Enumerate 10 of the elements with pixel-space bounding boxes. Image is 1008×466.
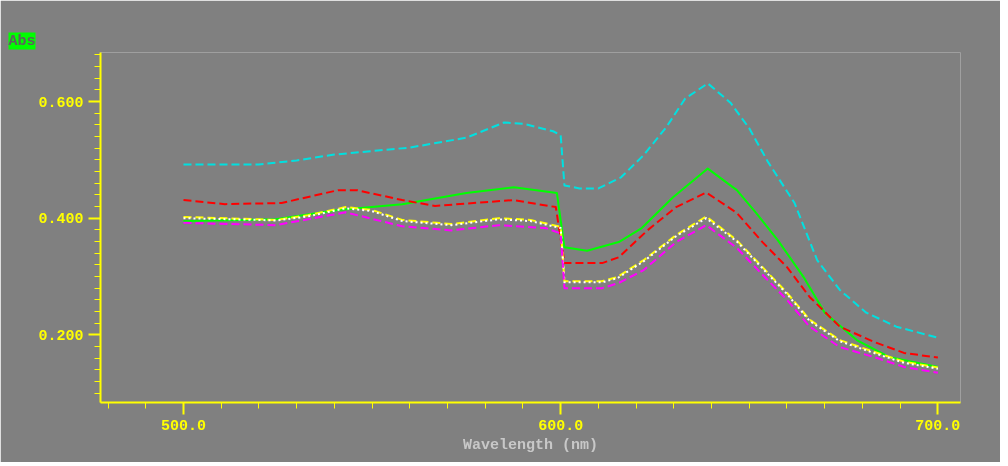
y-tick-label: 0.600: [38, 94, 84, 112]
y-axis-title: Abs: [8, 32, 36, 50]
line-series: [182, 167, 939, 368]
x-tick-label: 700.0: [915, 417, 961, 435]
y-tick-label: 0.200: [38, 327, 84, 345]
x-axis-title: Wavelength (nm): [462, 436, 599, 454]
y-tick-label: 0.400: [38, 211, 84, 229]
x-tick-label: 500.0: [160, 417, 206, 435]
line-series: [182, 82, 939, 339]
x-tick-label: 600.0: [538, 417, 584, 435]
